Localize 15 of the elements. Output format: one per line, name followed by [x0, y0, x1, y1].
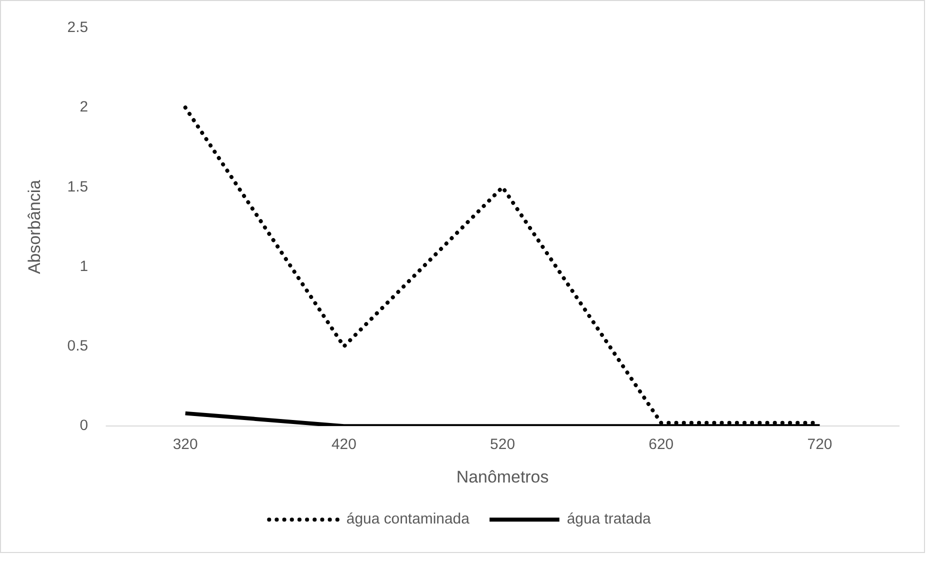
y-tick-label: 0.5 — [67, 338, 88, 355]
legend-label: água contaminada — [346, 510, 470, 528]
y-tick-label: 0 — [80, 417, 88, 434]
legend-label: água tratada — [566, 510, 652, 528]
x-tick-label: 720 — [807, 436, 832, 454]
x-tick-label: 420 — [331, 436, 356, 454]
y-tick-label: 1 — [80, 258, 88, 275]
x-tick-label: 520 — [490, 436, 516, 454]
y-tick-label: 1.5 — [67, 178, 88, 196]
y-axis-title: Absorbância — [24, 179, 44, 274]
y-tick-label: 2 — [80, 98, 88, 116]
x-axis-title: Nanômetros — [456, 468, 549, 487]
x-tick-label: 620 — [648, 436, 674, 454]
y-tick-label: 2.5 — [67, 19, 88, 36]
x-tick-label: 320 — [172, 436, 198, 454]
